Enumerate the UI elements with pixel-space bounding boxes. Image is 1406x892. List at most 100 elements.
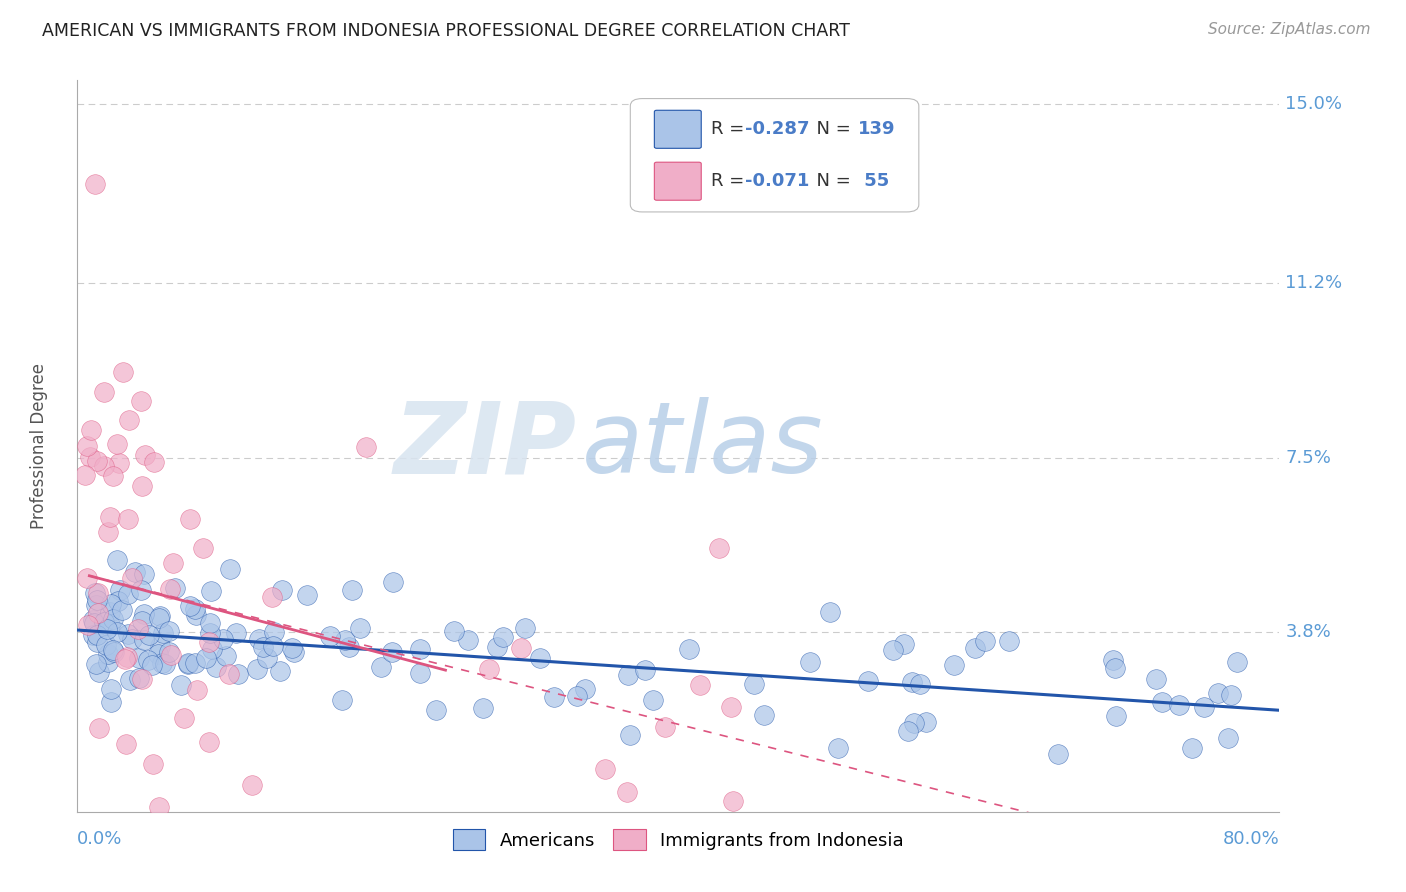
Point — [381, 645, 404, 659]
Point — [121, 632, 143, 646]
Point — [76, 439, 98, 453]
Point — [908, 677, 931, 691]
Point — [1194, 700, 1216, 714]
Text: -0.071: -0.071 — [745, 172, 808, 190]
Point — [179, 599, 201, 614]
Point — [98, 605, 121, 619]
Point — [117, 587, 139, 601]
Point — [509, 641, 531, 656]
Point — [79, 450, 101, 464]
Point — [114, 737, 136, 751]
Point — [98, 617, 121, 632]
Point — [492, 630, 515, 644]
Point — [457, 632, 479, 647]
Point — [818, 605, 841, 619]
Point — [215, 648, 238, 663]
Point — [195, 650, 218, 665]
Point — [1219, 688, 1241, 702]
Point — [218, 667, 240, 681]
Point — [643, 693, 665, 707]
Point — [84, 177, 107, 191]
Point — [159, 648, 181, 662]
Point — [155, 657, 177, 671]
Point — [256, 650, 278, 665]
Point — [654, 720, 676, 734]
Point — [97, 648, 120, 662]
Point — [82, 628, 104, 642]
Point — [200, 615, 222, 630]
Point — [1046, 747, 1069, 761]
Point — [84, 657, 107, 672]
Point — [132, 632, 155, 647]
Point — [170, 678, 193, 692]
Point — [138, 628, 160, 642]
Point — [148, 647, 170, 661]
Point — [335, 632, 357, 647]
Point — [108, 582, 131, 597]
Point — [340, 583, 363, 598]
Point — [114, 652, 136, 666]
Text: ZIP: ZIP — [394, 398, 576, 494]
Point — [131, 582, 153, 597]
Point — [689, 678, 711, 692]
Text: AMERICAN VS IMMIGRANTS FROM INDONESIA PROFESSIONAL DEGREE CORRELATION CHART: AMERICAN VS IMMIGRANTS FROM INDONESIA PR… — [42, 22, 851, 40]
Point — [197, 634, 219, 648]
Point — [349, 621, 371, 635]
Point — [634, 663, 657, 677]
Point — [1167, 698, 1189, 712]
Text: Professional Degree: Professional Degree — [30, 363, 48, 529]
Point — [101, 612, 124, 626]
Point — [295, 588, 318, 602]
Point — [228, 667, 250, 681]
Point — [617, 668, 640, 682]
Point — [201, 641, 224, 656]
Point — [246, 662, 269, 676]
Point — [124, 565, 146, 579]
Point — [150, 656, 173, 670]
Point — [1206, 686, 1229, 700]
Point — [574, 681, 596, 696]
Point — [827, 741, 849, 756]
Point — [87, 721, 110, 735]
Point — [148, 611, 170, 625]
Point — [128, 671, 150, 685]
Text: R =: R = — [711, 172, 749, 190]
Point — [131, 614, 153, 628]
Point — [118, 412, 141, 426]
Point — [115, 650, 138, 665]
Point — [184, 608, 207, 623]
Point — [914, 714, 936, 729]
Point — [269, 664, 291, 678]
Point — [184, 602, 207, 616]
Text: 80.0%: 80.0% — [1223, 830, 1279, 848]
Point — [79, 423, 101, 437]
Point — [127, 622, 149, 636]
Point — [225, 626, 247, 640]
Point — [263, 624, 285, 639]
Point — [97, 655, 120, 669]
Point — [82, 613, 104, 627]
Point — [1152, 695, 1174, 709]
Point — [100, 681, 122, 696]
Point — [974, 634, 997, 648]
FancyBboxPatch shape — [630, 99, 920, 212]
Point — [903, 716, 925, 731]
Point — [136, 653, 159, 667]
Point — [408, 641, 430, 656]
Point — [131, 479, 153, 493]
Point — [134, 607, 156, 621]
Text: 55: 55 — [858, 172, 889, 190]
Text: 139: 139 — [858, 120, 896, 138]
Point — [86, 592, 108, 607]
Point — [242, 779, 264, 793]
Point — [93, 384, 115, 399]
FancyBboxPatch shape — [654, 111, 702, 148]
Point — [86, 628, 108, 642]
Text: 3.8%: 3.8% — [1285, 624, 1331, 641]
Point — [97, 525, 120, 540]
Point — [283, 644, 305, 658]
Point — [96, 622, 118, 636]
Point — [111, 365, 134, 379]
Text: N =: N = — [804, 172, 856, 190]
Point — [1104, 661, 1126, 675]
